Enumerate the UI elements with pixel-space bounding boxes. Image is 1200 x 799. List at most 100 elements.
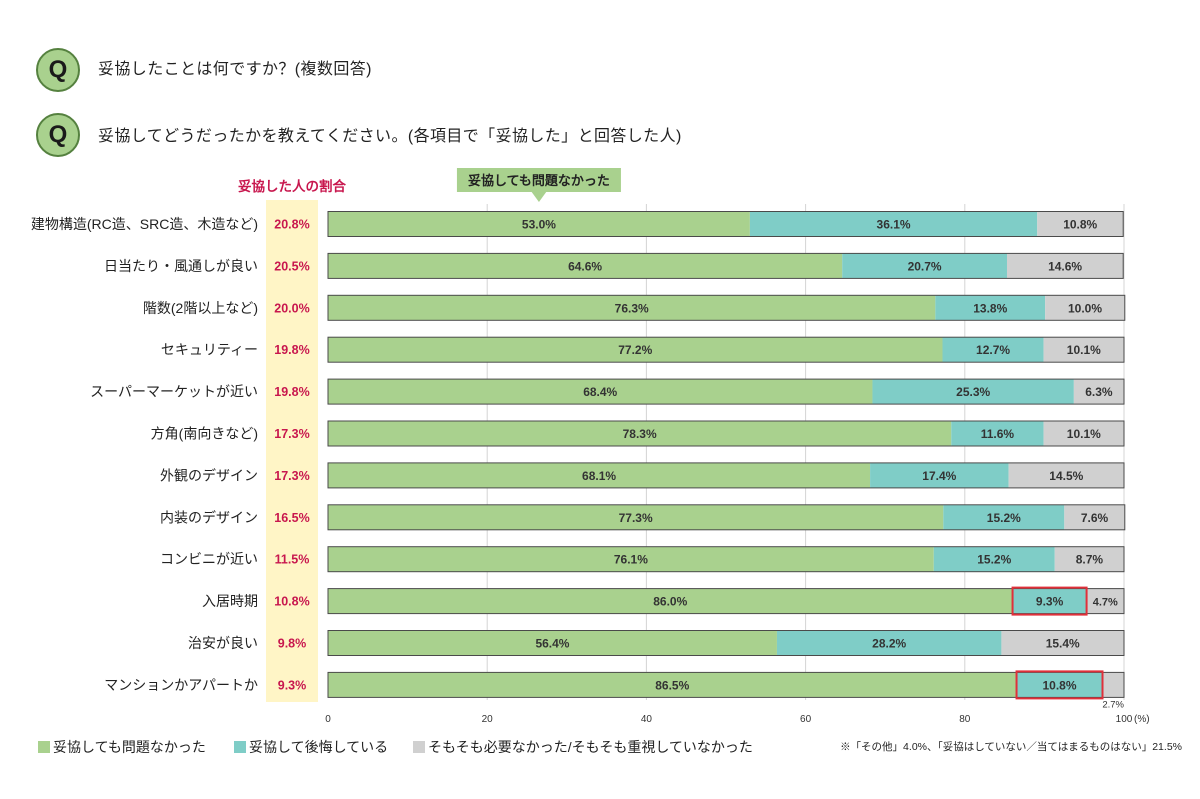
- category-label: マンションかアパートか: [104, 677, 258, 693]
- bar-row: 治安が良い 9.8% 56.4% 28.2% 15.4%: [188, 630, 1125, 656]
- bar-segment-regret: [935, 295, 1046, 321]
- bar-segment-regret: [951, 421, 1044, 446]
- bar-outline: [327, 588, 1125, 615]
- bar-row: 階数(2階以上など) 20.0% 76.3% 13.8% 10.0%: [143, 294, 1126, 321]
- question-text: 妥協してどうだったかを教えてください。(各項目で「妥協した」と回答した人): [98, 128, 682, 145]
- category-label: 内装のデザイン: [160, 509, 258, 525]
- segment-value-label: 36.1%: [877, 218, 911, 232]
- bar-segment-no-problem: [328, 379, 873, 405]
- bar-segment-not-needed: [1054, 546, 1124, 572]
- bar-segment-no-problem: [328, 253, 843, 279]
- segment-value-label: 76.1%: [614, 553, 648, 567]
- bar-segment-no-problem: [328, 546, 934, 572]
- category-label: 階数(2階以上など): [143, 300, 258, 316]
- x-tick-label: 100: [1116, 714, 1133, 725]
- x-axis-unit: (%): [1134, 714, 1150, 725]
- legend-label: 妥協して後悔している: [249, 739, 389, 755]
- segment-value-label: 10.1%: [1067, 427, 1101, 441]
- bar-outline: [327, 504, 1126, 531]
- bar-segment-not-needed: [1102, 672, 1124, 698]
- bar-row: 方角(南向きなど) 17.3% 78.3% 11.6% 10.1%: [151, 420, 1125, 447]
- segment-value-label: 10.8%: [1043, 678, 1077, 692]
- bar-segment-no-problem: [328, 504, 944, 530]
- category-label: コンビニが近い: [160, 551, 258, 567]
- bar-segment-not-needed: [1001, 630, 1124, 656]
- bar-outline: [327, 336, 1125, 363]
- segment-value-label: 14.6%: [1048, 259, 1082, 273]
- bar-segment-no-problem: [328, 421, 952, 446]
- legend-swatch: [38, 741, 50, 753]
- rate-value: 17.3%: [274, 427, 309, 441]
- bar-row: マンションかアパートか 9.3% 86.5% 10.8% 2.7%: [104, 671, 1125, 710]
- bar-row: 内装のデザイン 16.5% 77.3% 15.2% 7.6%: [160, 504, 1126, 531]
- rate-value: 16.5%: [274, 511, 309, 525]
- bar-segment-regret: [872, 379, 1074, 405]
- segment-value-label: 9.3%: [1036, 595, 1064, 609]
- x-tick-label: 40: [641, 714, 653, 725]
- legend-swatch: [234, 741, 246, 753]
- rate-value: 20.5%: [274, 259, 309, 273]
- category-label: 建物構造(RC造、SRC造、木造など): [31, 216, 258, 232]
- rate-value: 9.8%: [278, 637, 307, 651]
- segment-value-label: 15.2%: [987, 511, 1021, 525]
- bar-outline: [327, 671, 1125, 698]
- question-badge: Q: [36, 113, 80, 157]
- bar-row: 日当たり・風通しが良い 20.5% 64.6% 20.7% 14.6%: [104, 252, 1124, 279]
- category-label: 外観のデザイン: [160, 467, 258, 483]
- bar-row: 入居時期 10.8% 86.0% 9.3% 4.7%: [202, 588, 1125, 615]
- segment-value-label: 77.2%: [618, 343, 652, 357]
- bar-outline: [327, 420, 1125, 447]
- x-tick-label: 0: [325, 714, 331, 725]
- bar-segment-not-needed: [1008, 462, 1124, 488]
- bar-segment-no-problem: [328, 462, 871, 488]
- bar-segment-regret: [870, 462, 1009, 488]
- bar-segment-not-needed: [1064, 504, 1125, 530]
- segment-value-label: 14.5%: [1049, 469, 1083, 483]
- bar-row: スーパーマーケットが近い 19.8% 68.4% 25.3% 6.3%: [90, 378, 1125, 405]
- segment-value-label: 86.5%: [655, 678, 689, 692]
- category-label: 入居時期: [202, 593, 258, 609]
- rate-value: 19.8%: [274, 343, 309, 357]
- x-tick-label: 80: [959, 714, 971, 725]
- legend-item-not-needed: そもそも必要なかった/そもそも重視していなかった: [413, 738, 753, 756]
- callout-pointer: [530, 191, 547, 202]
- rate-value: 19.8%: [274, 385, 309, 399]
- category-label: セキュリティー: [161, 342, 258, 358]
- bar-segment-regret: [749, 211, 1038, 237]
- bar-outline: [327, 630, 1125, 656]
- segment-value-label: 2.7%: [1102, 699, 1124, 710]
- segment-value-label: 10.8%: [1063, 218, 1097, 232]
- bar-segment-not-needed: [1045, 295, 1125, 321]
- segment-value-label: 78.3%: [623, 427, 657, 441]
- segment-value-label: 12.7%: [976, 343, 1010, 357]
- rate-column-background: [266, 200, 318, 702]
- legend-swatch: [413, 741, 425, 753]
- bar-outline: [327, 378, 1125, 405]
- bar-segment-regret: [1016, 672, 1103, 698]
- callout-label: 妥協しても問題なかった: [468, 173, 610, 188]
- segment-value-label: 53.0%: [522, 218, 556, 232]
- legend-label: 妥協しても問題なかった: [53, 739, 206, 755]
- bar-segment-no-problem: [328, 337, 943, 363]
- segment-value-label: 13.8%: [973, 301, 1007, 315]
- bar-outline: [327, 294, 1126, 321]
- legend-label: そもそも必要なかった/そもそも重視していなかった: [428, 739, 753, 755]
- segment-value-label: 68.1%: [582, 469, 616, 483]
- bar-segment-no-problem: [328, 588, 1013, 614]
- segment-value-label: 7.6%: [1081, 511, 1109, 525]
- bar-row: 建物構造(RC造、SRC造、木造など) 20.8% 53.0% 36.1% 10.8%: [31, 211, 1124, 237]
- rate-value: 9.3%: [278, 678, 307, 692]
- bar-outline: [327, 462, 1125, 489]
- bar-segment-not-needed: [1043, 421, 1124, 446]
- segment-value-label: 76.3%: [615, 301, 649, 315]
- bar-outline: [327, 211, 1124, 237]
- bar-segment-regret: [943, 504, 1065, 530]
- segment-value-label: 28.2%: [872, 637, 906, 651]
- segment-value-label: 77.3%: [619, 511, 653, 525]
- rate-value: 10.8%: [274, 595, 309, 609]
- segment-value-label: 64.6%: [568, 259, 602, 273]
- rate-value: 20.8%: [274, 218, 309, 232]
- legend-item-no-problem: 妥協しても問題なかった: [38, 738, 206, 756]
- segment-value-label: 10.0%: [1068, 301, 1102, 315]
